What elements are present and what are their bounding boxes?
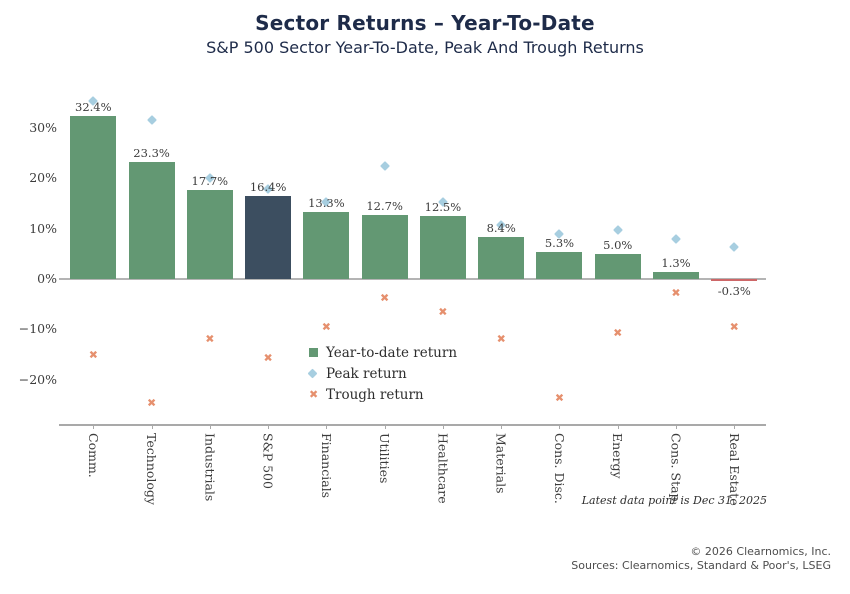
- peak-marker: [671, 234, 681, 245]
- x-axis-tick: [93, 425, 95, 429]
- bar-value-label: 8.4%: [486, 220, 516, 235]
- peak-marker: [612, 224, 623, 235]
- latest-data-note: Latest data point is Dec 31, 2025: [581, 494, 767, 507]
- bar-value-label: 13.3%: [308, 195, 345, 210]
- y-axis-tick-label: 10%: [29, 220, 57, 236]
- legend-item-trough: ✖ Trough return: [309, 384, 457, 405]
- bar-cons-disc-: [536, 252, 583, 279]
- copyright-text: © 2026 Clearnomics, Inc.: [690, 545, 831, 558]
- x-axis-tick: [676, 425, 677, 429]
- x-axis-category-label: Utilities: [377, 433, 393, 484]
- x-axis-tick: [326, 425, 328, 429]
- y-axis-tick-label: −20%: [18, 371, 57, 387]
- bar-value-label: 23.3%: [133, 145, 170, 160]
- trough-marker: ✖: [205, 332, 215, 346]
- trough-marker: ✖: [554, 391, 565, 405]
- x-axis-tick: [501, 425, 503, 429]
- trough-marker: ✖: [88, 348, 98, 362]
- sources-text: Sources: Clearnomics, Standard & Poor's,…: [571, 559, 831, 572]
- bar-healthcare: [419, 216, 466, 279]
- trough-marker: ✖: [321, 320, 331, 334]
- trough-marker: ✖: [146, 396, 157, 410]
- legend-label: Peak return: [326, 365, 407, 382]
- bar-technology: [128, 161, 175, 279]
- x-axis-category-label: Energy: [610, 433, 626, 479]
- footer: © 2026 Clearnomics, Inc. Sources: Clearn…: [571, 545, 831, 573]
- bar-value-label: 5.0%: [603, 237, 633, 252]
- x-axis-tick: [151, 425, 153, 429]
- x-axis-category-label: Cons. Stap.: [668, 433, 684, 506]
- x-axis-tick: [559, 425, 561, 429]
- x-axis-tick: [209, 425, 211, 429]
- x-axis-category-label: Real Estate: [726, 433, 742, 506]
- peak-marker: [379, 161, 390, 172]
- legend-label: Trough return: [326, 386, 424, 403]
- trough-marker: ✖: [729, 320, 739, 334]
- x-axis-tick: [268, 425, 270, 429]
- bar-s-p-500: [245, 196, 292, 279]
- x-axis-category-label: Cons. Disc.: [551, 433, 567, 504]
- peak-diamond-icon: [307, 368, 326, 379]
- x-axis-category-label: Industrials: [202, 433, 218, 502]
- legend-label: Year-to-date return: [326, 344, 458, 361]
- x-axis-category-label: Technology: [144, 433, 160, 505]
- bar-real-estate: [711, 279, 758, 281]
- trough-marker: ✖: [263, 351, 273, 365]
- chart-title: Sector Returns – Year-To-Date: [255, 11, 595, 35]
- zero-gridline: [59, 278, 766, 280]
- x-axis-tick: [617, 425, 619, 429]
- trough-x-icon: ✖: [309, 388, 319, 401]
- bar-cons-stap-: [653, 272, 699, 279]
- x-axis-category-label: Comm.: [85, 433, 101, 478]
- y-axis-tick-label: −10%: [18, 321, 57, 337]
- legend-item-ytd: Year-to-date return: [309, 342, 457, 363]
- trough-marker: ✖: [438, 305, 448, 319]
- ytd-square-icon: [309, 348, 326, 357]
- bar-value-label: 5.3%: [544, 236, 575, 251]
- y-axis-tick-label: 0%: [37, 271, 57, 286]
- x-axis-tick: [384, 425, 386, 429]
- bar-value-label: 12.5%: [424, 200, 462, 214]
- chart-subtitle: S&P 500 Sector Year-To-Date, Peak And Tr…: [206, 38, 644, 57]
- trough-marker: ✖: [380, 291, 390, 305]
- x-axis-line: [59, 424, 766, 426]
- bar-energy: [594, 253, 641, 279]
- legend-item-peak: Peak return: [307, 363, 457, 384]
- bar-utilities: [361, 214, 408, 279]
- bar-value-label: 1.3%: [661, 256, 691, 271]
- x-axis-category-label: Materials: [493, 433, 509, 494]
- bar-value-label: 16.4%: [249, 180, 287, 195]
- trough-marker: ✖: [613, 326, 623, 340]
- bar-materials: [478, 236, 525, 279]
- x-axis-tick: [734, 425, 736, 429]
- bar-value-label: 32.4%: [75, 99, 112, 114]
- peak-marker: [146, 114, 157, 125]
- bar-comm-: [70, 115, 117, 279]
- y-axis-tick-label: 30%: [29, 119, 57, 135]
- bar-value-label: 17.7%: [191, 173, 229, 188]
- legend: Year-to-date return Peak return ✖ Trough…: [307, 342, 457, 405]
- x-axis-category-label: S&P 500: [260, 433, 276, 489]
- peak-marker: [729, 241, 740, 252]
- x-axis-category-label: Financials: [318, 433, 334, 499]
- x-axis-category-label: Healthcare: [435, 433, 451, 504]
- bar-value-label: -0.3%: [717, 284, 751, 298]
- y-axis-tick-label: 20%: [29, 170, 57, 186]
- x-axis-tick: [442, 425, 444, 429]
- bar-value-label: 12.7%: [366, 198, 403, 213]
- trough-marker: ✖: [496, 332, 506, 346]
- bar-industrials: [186, 189, 233, 279]
- trough-marker: ✖: [671, 286, 681, 300]
- bar-financials: [303, 211, 350, 279]
